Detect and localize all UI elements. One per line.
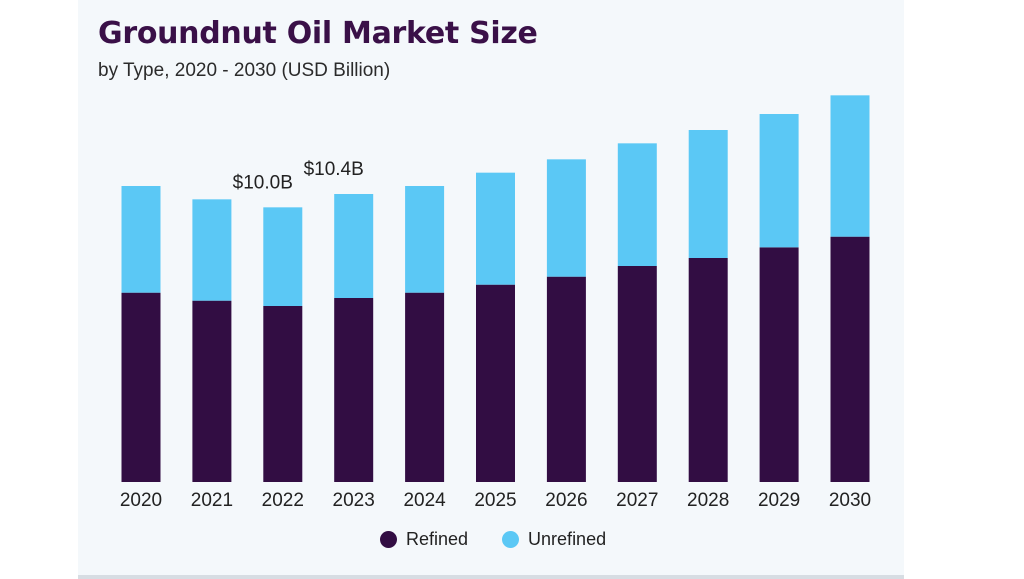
bar-unrefined-2024 xyxy=(405,186,445,293)
bar-unrefined-2022 xyxy=(263,207,303,306)
bar-refined-2028 xyxy=(688,258,728,482)
bottom-divider xyxy=(78,575,904,579)
bar-unrefined-2020 xyxy=(121,186,161,293)
bar-unrefined-2027 xyxy=(617,143,657,266)
legend-label-unrefined: Unrefined xyxy=(528,529,607,549)
bar-refined-2030 xyxy=(830,236,870,482)
data-label-2022: $10.0B xyxy=(233,172,293,193)
bar-unrefined-2025 xyxy=(476,172,515,285)
bar-refined-2020 xyxy=(121,292,161,482)
bar-refined-2027 xyxy=(617,266,657,482)
legend-swatch-refined xyxy=(380,531,397,548)
bar-refined-2026 xyxy=(546,276,586,482)
x-tick-label-2021: 2021 xyxy=(191,490,233,511)
bar-unrefined-2028 xyxy=(688,130,728,258)
bar-refined-2024 xyxy=(405,292,445,482)
x-tick-label-2030: 2030 xyxy=(829,490,871,511)
bar-unrefined-2030 xyxy=(830,95,870,237)
x-tick-label-2025: 2025 xyxy=(474,490,516,511)
x-tick-label-2023: 2023 xyxy=(333,490,375,511)
chart-subtitle: by Type, 2020 - 2030 (USD Billion) xyxy=(98,60,391,81)
bar-unrefined-2026 xyxy=(546,159,586,277)
x-tick-label-2026: 2026 xyxy=(545,490,587,511)
x-tick-label-2024: 2024 xyxy=(403,490,446,511)
bar-refined-2029 xyxy=(759,247,799,482)
bar-refined-2021 xyxy=(192,300,232,482)
bar-unrefined-2023 xyxy=(334,194,374,298)
x-tick-label-2020: 2020 xyxy=(120,490,162,511)
x-tick-label-2028: 2028 xyxy=(687,490,729,511)
bar-unrefined-2021 xyxy=(192,199,232,301)
legend-swatch-unrefined xyxy=(502,531,520,548)
chart-title: Groundnut Oil Market Size xyxy=(98,16,538,51)
bar-refined-2022 xyxy=(263,306,303,482)
legend-item-refined: Refined xyxy=(380,529,468,550)
bar-refined-2025 xyxy=(476,284,515,482)
bar-unrefined-2029 xyxy=(759,114,799,248)
x-tick-label-2027: 2027 xyxy=(616,490,658,511)
x-tick-label-2029: 2029 xyxy=(758,490,800,511)
legend-label-refined: Refined xyxy=(406,529,469,549)
data-label-2023: $10.4B xyxy=(304,159,364,180)
x-tick-label-2022: 2022 xyxy=(262,490,304,511)
bar-refined-2023 xyxy=(334,298,374,482)
legend: Refined Unrefined xyxy=(380,529,640,550)
legend-item-unrefined: Unrefined xyxy=(502,529,606,550)
